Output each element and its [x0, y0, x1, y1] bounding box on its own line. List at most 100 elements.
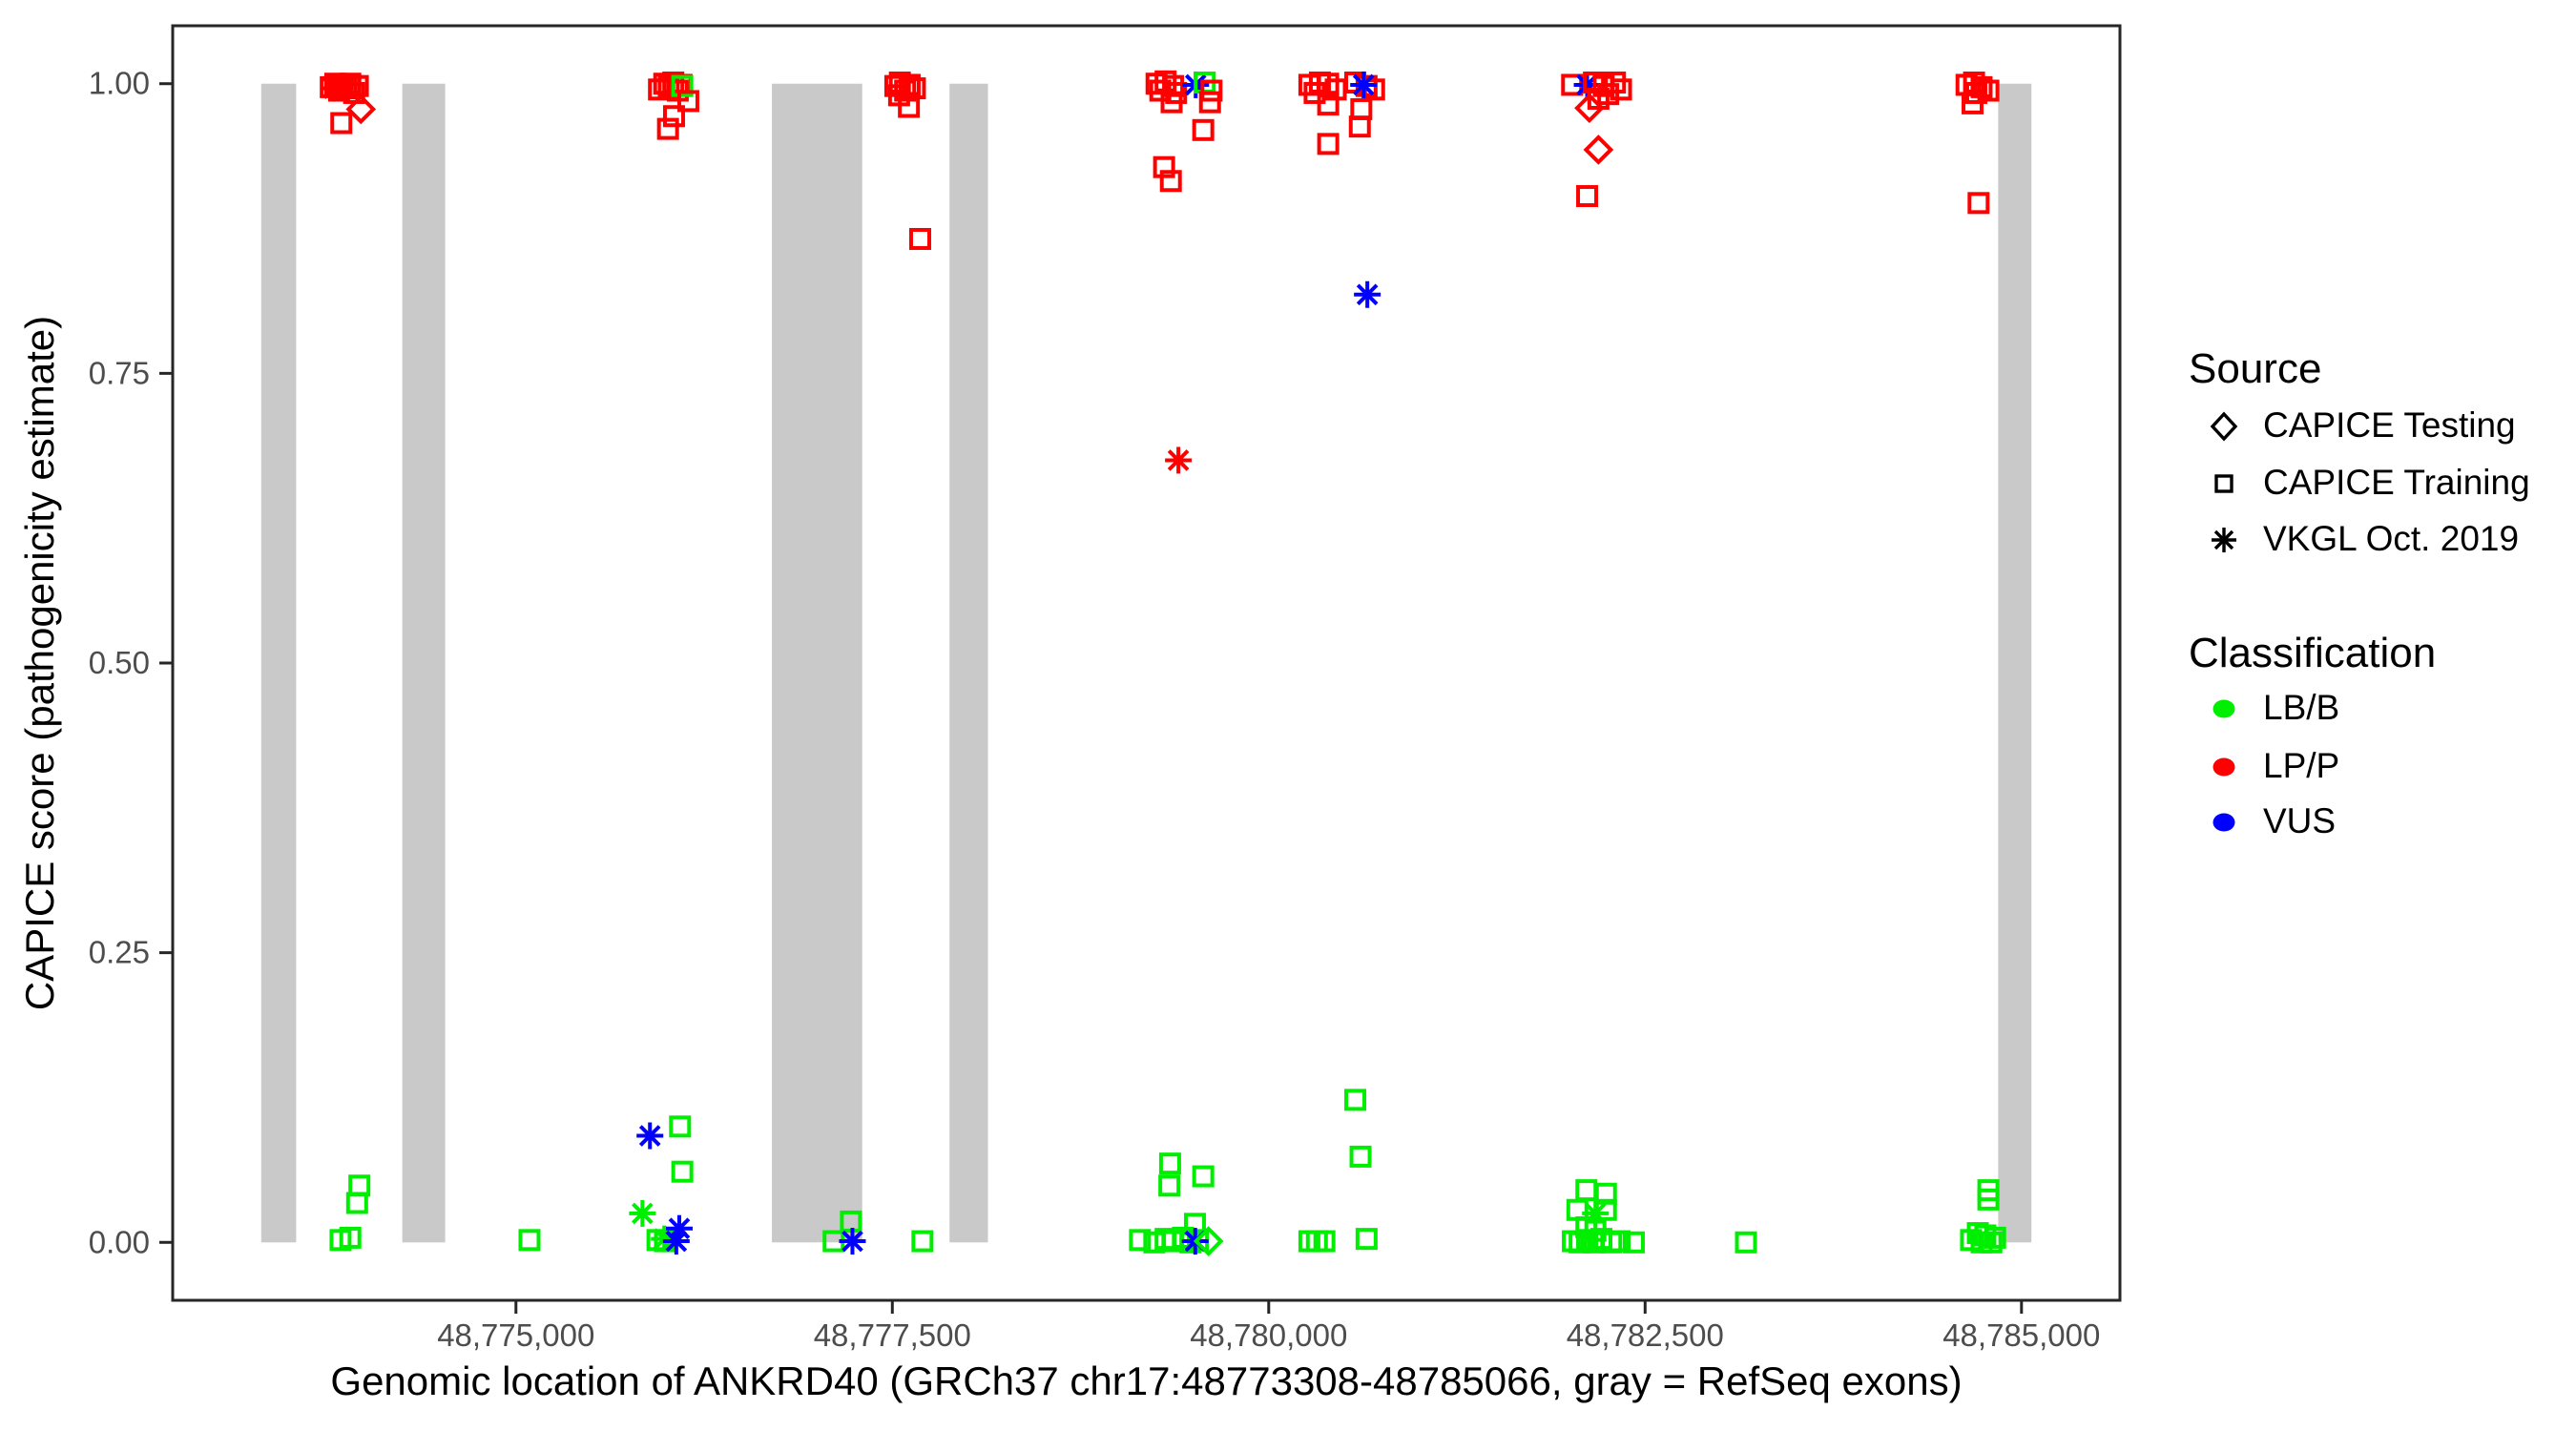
data-point-square — [1735, 1231, 1757, 1254]
data-point-square — [1198, 91, 1221, 114]
exon-bar — [402, 83, 446, 1243]
legend-label: CAPICE Training — [2263, 463, 2530, 502]
data-point-square — [1962, 92, 1984, 114]
data-point-square — [1160, 91, 1183, 114]
legend-label: VUS — [2263, 801, 2337, 840]
data-point-diamond — [1583, 135, 1614, 165]
data-point-square — [1970, 1231, 1993, 1254]
data-point-square — [1984, 1226, 2006, 1249]
legend-source-title: Source — [2189, 345, 2322, 392]
data-point-square — [1129, 1229, 1152, 1252]
data-point-asterisk — [629, 1199, 656, 1227]
data-point-square — [671, 1160, 694, 1183]
data-point-asterisk — [320, 74, 347, 102]
x-tick-label: 48,782,500 — [1567, 1317, 1724, 1353]
exon-bar — [949, 83, 988, 1243]
y-tick-label: 0.25 — [89, 935, 150, 970]
data-point-square — [1313, 1230, 1336, 1253]
y-axis-title: CAPICE score (pathogenicity estimate) — [17, 315, 62, 1011]
exon-bar — [260, 83, 297, 1243]
data-point-square — [1604, 72, 1627, 94]
data-point-square — [1153, 156, 1175, 178]
legend-label: LB/B — [2263, 688, 2340, 727]
data-point-square — [518, 1229, 541, 1252]
legend: Source CAPICE Testing CAPICE Training — [2185, 0, 2576, 1431]
data-point-asterisk — [636, 1122, 664, 1150]
x-tick-label: 48,785,000 — [1942, 1317, 2100, 1353]
data-point-square — [898, 95, 921, 118]
data-point-square — [1303, 81, 1326, 104]
x-axis-title: Genomic location of ANKRD40 (GRCh37 chr1… — [330, 1358, 1963, 1403]
lpp-dot-icon — [2212, 757, 2235, 777]
data-point-square — [1575, 1179, 1598, 1202]
data-point-square — [1576, 1229, 1599, 1252]
data-point-square — [1350, 97, 1373, 120]
y-tick-label: 1.00 — [89, 66, 150, 101]
data-point-square — [339, 1226, 362, 1249]
data-point-diamond — [1193, 1226, 1224, 1256]
data-point-square — [1977, 79, 2000, 102]
data-point-square — [662, 105, 685, 128]
data-point-square — [346, 74, 369, 97]
panel-border — [171, 24, 2122, 1302]
data-point-square — [669, 1115, 692, 1138]
vus-dot-icon — [2212, 813, 2235, 832]
y-tick-label: 0.75 — [89, 355, 150, 390]
data-point-square — [1977, 1188, 2000, 1211]
data-point-square — [1355, 1228, 1378, 1251]
x-tick-label: 48,777,500 — [814, 1317, 971, 1353]
data-point-square — [1348, 115, 1371, 138]
legend-classification-title: Classification — [2189, 630, 2437, 676]
data-point-square — [1200, 79, 1223, 102]
data-point-square — [1158, 1152, 1181, 1175]
data-point-square — [1159, 170, 1182, 193]
data-point-square — [1317, 93, 1340, 116]
data-point-diamond — [345, 93, 377, 125]
data-point-square — [1566, 1198, 1589, 1221]
data-point-square — [1587, 88, 1610, 111]
data-point-square — [1192, 118, 1215, 141]
y-axis: 0.00 0.25 0.50 0.75 1.00 — [89, 66, 173, 1259]
y-tick-label: 0.00 — [89, 1224, 150, 1259]
legend-label: VKGL Oct. 2019 — [2263, 519, 2520, 558]
data-point-square — [1967, 192, 1990, 215]
data-point-asterisk — [1350, 71, 1378, 98]
data-point-square — [671, 74, 694, 97]
data-point-square — [676, 90, 699, 113]
exon-bar — [772, 83, 862, 1243]
data-point-square — [911, 1230, 934, 1253]
x-tick-label: 48,780,000 — [1190, 1317, 1347, 1353]
data-point-square — [1344, 1089, 1367, 1111]
data-point-asterisk — [839, 1228, 866, 1255]
data-point-square — [1149, 79, 1172, 102]
data-point-asterisk — [1354, 280, 1381, 308]
square-icon — [2214, 474, 2233, 493]
data-point-square — [1192, 1165, 1215, 1188]
data-point-square — [348, 1174, 371, 1197]
legend-label: LP/P — [2263, 746, 2340, 785]
legend-label: CAPICE Testing — [2263, 405, 2516, 445]
data-point-square — [1576, 185, 1599, 208]
diamond-icon — [2210, 411, 2238, 442]
x-axis: 48,775,000 48,777,500 48,780,000 48,782,500… — [437, 1300, 2100, 1353]
data-point-square — [656, 117, 679, 140]
data-point-square — [1349, 1145, 1372, 1168]
data-point-square — [1608, 1230, 1631, 1253]
data-points — [320, 70, 2006, 1256]
data-point-square — [1610, 78, 1632, 101]
data-point-square — [330, 112, 353, 135]
asterisk-icon — [2212, 528, 2236, 552]
data-point-diamond — [1574, 93, 1605, 124]
data-point-square — [1158, 1174, 1181, 1197]
y-tick-label: 0.50 — [89, 645, 150, 680]
data-point-asterisk — [1165, 446, 1193, 474]
data-point-square — [908, 227, 931, 250]
data-point-square — [1622, 1231, 1645, 1254]
data-point-asterisk — [662, 1228, 690, 1255]
lbb-dot-icon — [2212, 699, 2235, 718]
data-point-square — [345, 1192, 368, 1214]
exon-bars — [260, 83, 2032, 1243]
exon-bar — [1998, 83, 2032, 1243]
